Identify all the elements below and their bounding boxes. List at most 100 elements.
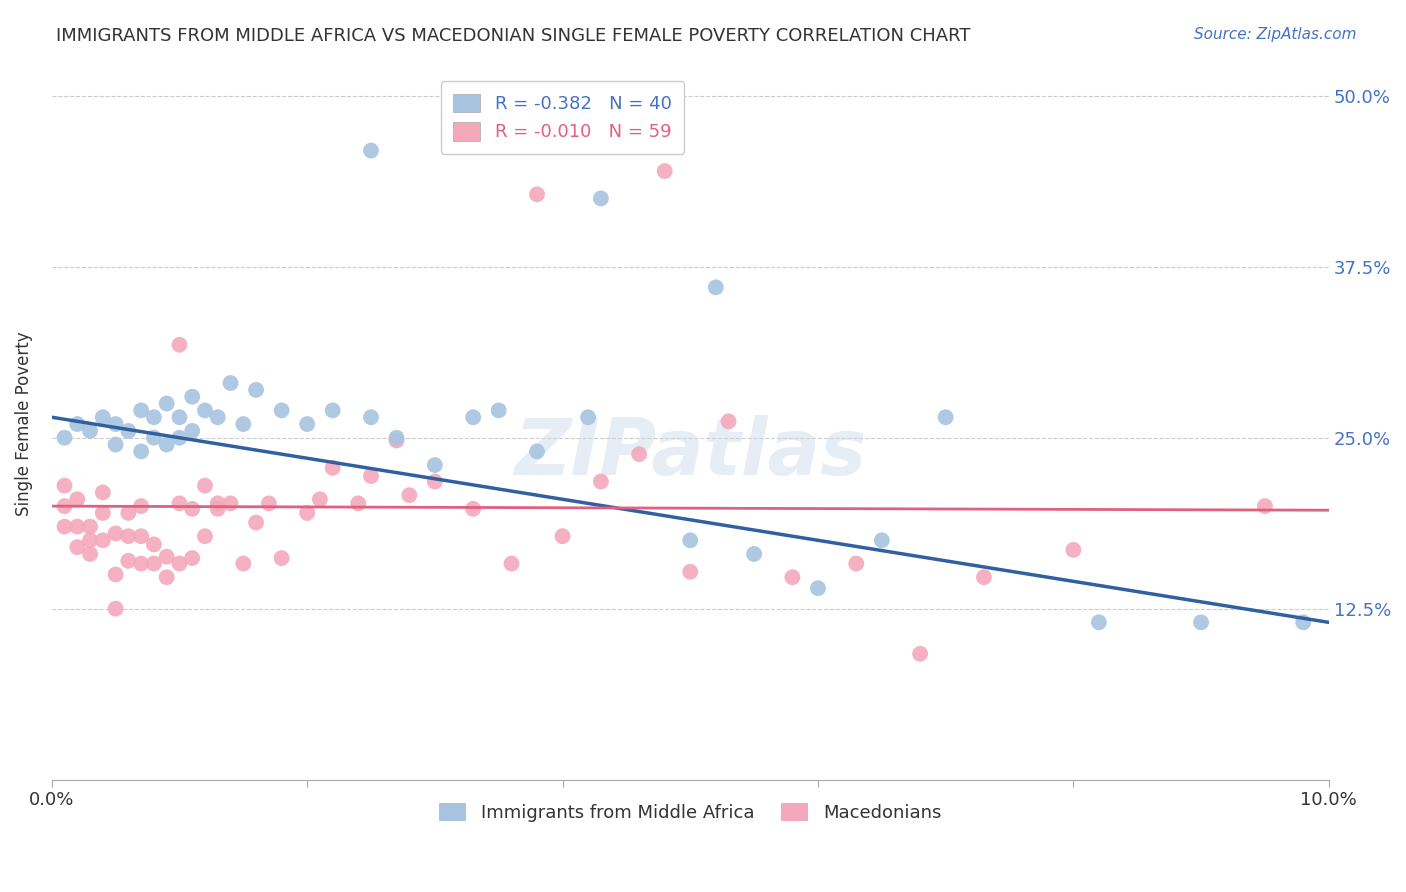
Point bbox=[169, 337, 191, 351]
Point bbox=[704, 280, 727, 294]
Point bbox=[501, 557, 523, 571]
Point bbox=[654, 164, 676, 178]
Y-axis label: Single Female Poverty: Single Female Poverty bbox=[15, 332, 32, 516]
Point bbox=[679, 533, 702, 548]
Point bbox=[194, 529, 217, 543]
Point bbox=[232, 557, 254, 571]
Point bbox=[423, 475, 446, 489]
Point bbox=[104, 567, 127, 582]
Point bbox=[142, 557, 165, 571]
Point bbox=[169, 496, 191, 510]
Point bbox=[79, 547, 101, 561]
Point bbox=[628, 447, 651, 461]
Point bbox=[104, 417, 127, 431]
Point bbox=[908, 647, 931, 661]
Point bbox=[181, 501, 204, 516]
Point bbox=[807, 581, 830, 595]
Text: IMMIGRANTS FROM MIDDLE AFRICA VS MACEDONIAN SINGLE FEMALE POVERTY CORRELATION CH: IMMIGRANTS FROM MIDDLE AFRICA VS MACEDON… bbox=[56, 27, 970, 45]
Point bbox=[117, 529, 139, 543]
Point bbox=[181, 424, 204, 438]
Point bbox=[156, 549, 179, 564]
Point bbox=[104, 437, 127, 451]
Point bbox=[398, 488, 420, 502]
Point bbox=[66, 417, 89, 431]
Point bbox=[156, 570, 179, 584]
Point bbox=[156, 396, 179, 410]
Point bbox=[295, 417, 318, 431]
Point bbox=[463, 410, 485, 425]
Point bbox=[207, 501, 229, 516]
Point bbox=[53, 519, 76, 533]
Point bbox=[91, 506, 114, 520]
Point bbox=[207, 496, 229, 510]
Point bbox=[219, 496, 242, 510]
Point bbox=[104, 526, 127, 541]
Point bbox=[129, 529, 152, 543]
Point bbox=[270, 551, 292, 566]
Point bbox=[845, 557, 868, 571]
Point bbox=[66, 540, 89, 554]
Point bbox=[142, 537, 165, 551]
Point bbox=[257, 496, 280, 510]
Point bbox=[526, 444, 548, 458]
Point bbox=[322, 403, 344, 417]
Point bbox=[309, 492, 332, 507]
Point bbox=[66, 492, 89, 507]
Point bbox=[589, 191, 612, 205]
Point bbox=[129, 557, 152, 571]
Point bbox=[79, 424, 101, 438]
Point bbox=[142, 410, 165, 425]
Point bbox=[935, 410, 957, 425]
Point bbox=[91, 485, 114, 500]
Point bbox=[53, 499, 76, 513]
Point bbox=[245, 383, 267, 397]
Point bbox=[551, 529, 574, 543]
Point bbox=[488, 403, 510, 417]
Point bbox=[1189, 615, 1212, 630]
Point bbox=[385, 431, 408, 445]
Point bbox=[53, 431, 76, 445]
Point bbox=[742, 547, 765, 561]
Point bbox=[117, 424, 139, 438]
Point bbox=[1292, 615, 1315, 630]
Point bbox=[181, 390, 204, 404]
Point bbox=[66, 519, 89, 533]
Point bbox=[129, 499, 152, 513]
Point bbox=[423, 458, 446, 472]
Point bbox=[576, 410, 599, 425]
Point bbox=[870, 533, 893, 548]
Point bbox=[717, 414, 740, 428]
Point bbox=[156, 437, 179, 451]
Legend: Immigrants from Middle Africa, Macedonians: Immigrants from Middle Africa, Macedonia… bbox=[426, 790, 953, 835]
Point bbox=[219, 376, 242, 390]
Point bbox=[181, 551, 204, 566]
Point bbox=[129, 444, 152, 458]
Point bbox=[232, 417, 254, 431]
Point bbox=[194, 478, 217, 492]
Point bbox=[104, 601, 127, 615]
Point bbox=[679, 565, 702, 579]
Point bbox=[91, 410, 114, 425]
Point bbox=[207, 410, 229, 425]
Point bbox=[295, 506, 318, 520]
Point bbox=[347, 496, 370, 510]
Point bbox=[360, 410, 382, 425]
Point bbox=[117, 554, 139, 568]
Text: ZIPatlas: ZIPatlas bbox=[515, 415, 866, 491]
Point bbox=[360, 144, 382, 158]
Point bbox=[117, 506, 139, 520]
Point bbox=[270, 403, 292, 417]
Point bbox=[782, 570, 804, 584]
Point bbox=[142, 431, 165, 445]
Text: Source: ZipAtlas.com: Source: ZipAtlas.com bbox=[1194, 27, 1357, 42]
Point bbox=[169, 557, 191, 571]
Point bbox=[169, 431, 191, 445]
Point bbox=[1088, 615, 1111, 630]
Point bbox=[79, 533, 101, 548]
Point bbox=[194, 403, 217, 417]
Point bbox=[589, 475, 612, 489]
Point bbox=[245, 516, 267, 530]
Point bbox=[973, 570, 995, 584]
Point bbox=[463, 501, 485, 516]
Point bbox=[526, 187, 548, 202]
